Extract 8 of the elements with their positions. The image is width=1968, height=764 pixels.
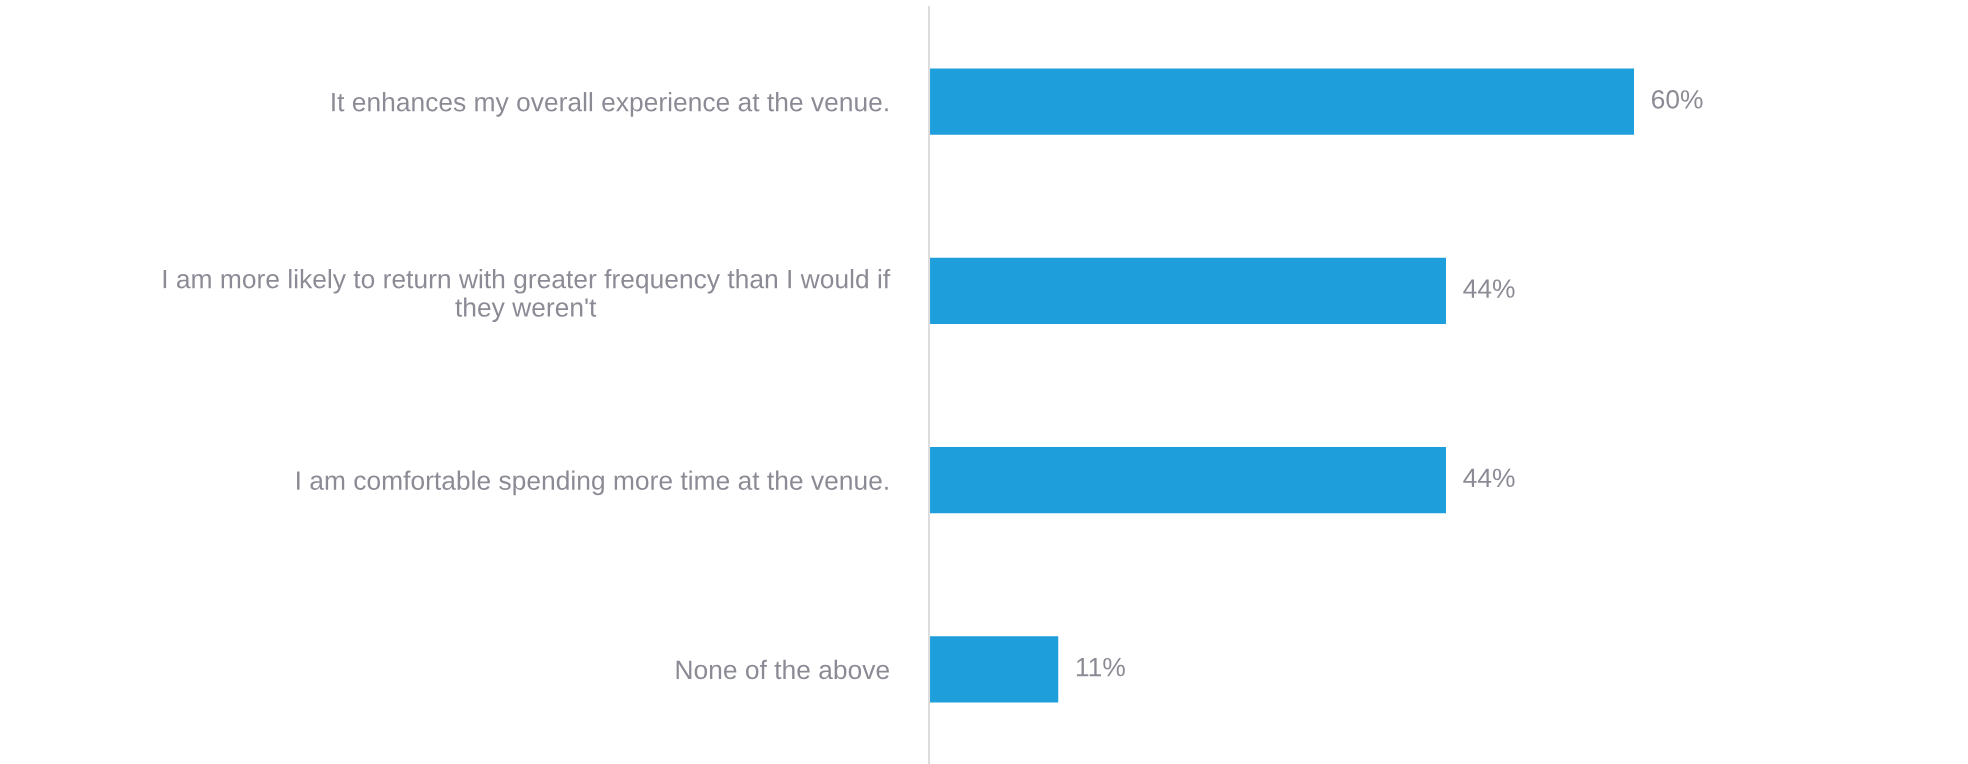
data-label: 44% bbox=[1463, 279, 1515, 298]
data-label: 44% bbox=[1463, 468, 1515, 488]
y-tick-label: It enhances my overall experience at the venue. bbox=[332, 92, 888, 117]
y-tick-label: I am comfortable spending more time at the venue. bbox=[297, 470, 888, 496]
data-label: 11% bbox=[1076, 657, 1125, 677]
y-tick-label: None of the above bbox=[676, 659, 889, 680]
data-label: 60% bbox=[1652, 90, 1703, 109]
y-tick-label: I am more likely to return with greater frequency than I would if they weren't bbox=[163, 269, 891, 323]
